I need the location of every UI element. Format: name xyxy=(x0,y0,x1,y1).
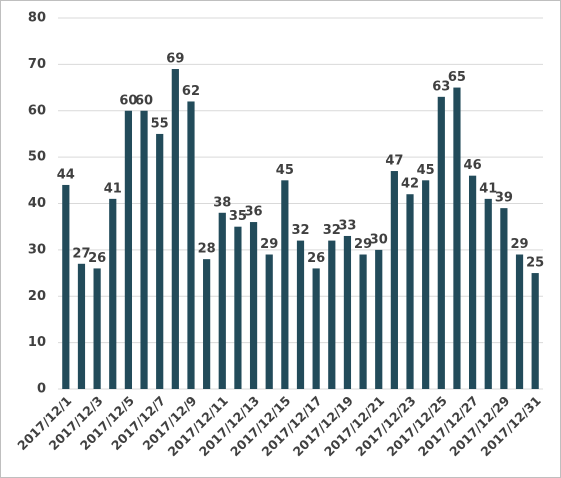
bar xyxy=(77,263,86,389)
value-label: 65 xyxy=(448,70,466,85)
bar xyxy=(468,175,477,389)
bar xyxy=(406,194,414,389)
value-label: 69 xyxy=(166,52,184,67)
value-label: 46 xyxy=(464,158,482,173)
bar xyxy=(218,212,226,389)
bar xyxy=(234,226,242,389)
bar xyxy=(375,249,383,389)
bar xyxy=(265,254,273,389)
value-label: 60 xyxy=(135,93,153,108)
value-label: 26 xyxy=(307,251,325,266)
bar xyxy=(500,208,508,389)
bar xyxy=(203,259,211,389)
bar xyxy=(249,222,258,389)
value-label: 26 xyxy=(88,251,106,266)
value-label: 41 xyxy=(479,181,497,196)
bar xyxy=(359,254,367,389)
bar xyxy=(93,268,101,389)
bar xyxy=(422,180,430,389)
bar xyxy=(390,171,398,389)
y-tick-label: 60 xyxy=(28,103,46,118)
value-label: 41 xyxy=(104,181,122,196)
bar xyxy=(531,273,539,389)
value-label: 44 xyxy=(57,167,75,182)
bar xyxy=(124,110,133,389)
y-tick-label: 30 xyxy=(28,242,46,257)
value-label: 29 xyxy=(354,237,372,252)
bar xyxy=(328,240,336,389)
value-label: 25 xyxy=(526,256,544,271)
y-tick-label: 80 xyxy=(28,11,46,26)
bar xyxy=(515,254,524,389)
y-tick-label: 10 xyxy=(28,335,46,350)
bar xyxy=(437,96,445,390)
bar xyxy=(109,198,117,389)
bar xyxy=(296,240,305,389)
value-label: 47 xyxy=(385,154,403,169)
bar xyxy=(281,180,289,389)
bar xyxy=(62,184,70,389)
value-label: 32 xyxy=(291,223,309,238)
bar xyxy=(343,235,352,389)
bar xyxy=(312,268,320,389)
value-label: 29 xyxy=(510,237,528,252)
y-tick-label: 0 xyxy=(37,382,46,397)
bar xyxy=(187,101,195,389)
y-tick-label: 20 xyxy=(28,289,46,304)
bar xyxy=(453,87,461,389)
value-label: 29 xyxy=(260,237,278,252)
value-label: 39 xyxy=(495,191,513,206)
value-label: 45 xyxy=(276,163,294,178)
value-label: 45 xyxy=(417,163,435,178)
value-label: 30 xyxy=(370,232,388,247)
bar xyxy=(140,110,148,389)
value-label: 63 xyxy=(432,79,450,94)
value-label: 28 xyxy=(198,242,216,257)
bar xyxy=(156,133,164,389)
value-label: 33 xyxy=(338,218,356,233)
value-label: 55 xyxy=(151,116,169,131)
bar xyxy=(484,198,492,389)
y-tick-label: 40 xyxy=(28,196,46,211)
value-label: 62 xyxy=(182,84,200,99)
value-label: 27 xyxy=(72,246,90,261)
y-tick-label: 50 xyxy=(28,150,46,165)
value-label: 60 xyxy=(119,93,137,108)
value-label: 36 xyxy=(245,205,263,220)
value-label: 35 xyxy=(229,209,247,224)
value-label: 32 xyxy=(323,223,341,238)
value-label: 38 xyxy=(213,195,231,210)
value-label: 42 xyxy=(401,177,419,192)
bar xyxy=(171,69,179,389)
y-tick-label: 70 xyxy=(28,57,46,72)
